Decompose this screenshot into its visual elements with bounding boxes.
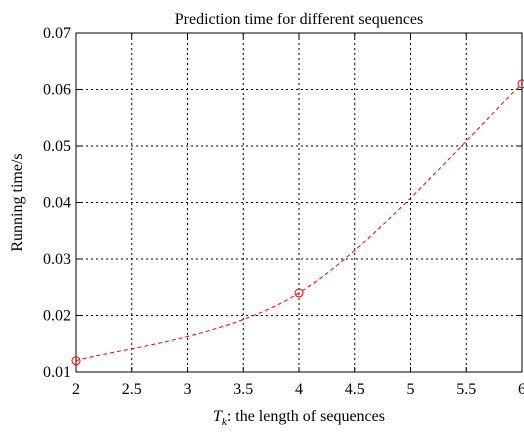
x-tick-label: 2 <box>72 381 80 398</box>
x-tick-label: 4 <box>295 381 303 398</box>
y-tick-label: 0.03 <box>43 251 71 268</box>
y-tick-label: 0.02 <box>43 308 71 325</box>
data-point-marker <box>294 288 304 298</box>
grid-lines <box>76 33 522 372</box>
series-layer <box>71 79 524 366</box>
x-tick-label: 5 <box>407 381 415 398</box>
x-tick-label: 3.5 <box>233 381 253 398</box>
series-line <box>75 83 523 362</box>
axis-ticks <box>75 32 523 373</box>
y-tick-label: 0.04 <box>43 195 71 212</box>
y-tick-labels: 0.01 0.02 0.03 0.04 0.05 0.06 0.07 <box>43 25 71 381</box>
x-tick-label: 6 <box>518 381 524 398</box>
y-tick-label: 0.05 <box>43 138 71 155</box>
x-tick-label: 2.5 <box>122 381 142 398</box>
x-axis-label: Tk: the length of sequences <box>213 408 385 428</box>
y-tick-label: 0.07 <box>43 25 71 42</box>
data-point-marker <box>71 356 81 366</box>
x-tick-label: 3 <box>184 381 192 398</box>
x-tick-labels: 2 2.5 3 3.5 4 4.5 5 5.5 6 <box>72 381 524 398</box>
x-axis-label-text: : the length of sequences <box>227 408 385 425</box>
chart-title: Prediction time for different sequences <box>175 11 424 28</box>
x-tick-label: 4.5 <box>345 381 365 398</box>
y-tick-label: 0.06 <box>43 82 71 99</box>
x-tick-label: 5.5 <box>456 381 476 398</box>
x-axis-label-symbol: T <box>213 408 223 425</box>
x-axis-label-subscript: k <box>222 416 228 428</box>
y-axis-label: Running time/s <box>9 153 26 251</box>
data-point-marker <box>517 79 524 89</box>
y-tick-label: 0.01 <box>43 364 71 381</box>
